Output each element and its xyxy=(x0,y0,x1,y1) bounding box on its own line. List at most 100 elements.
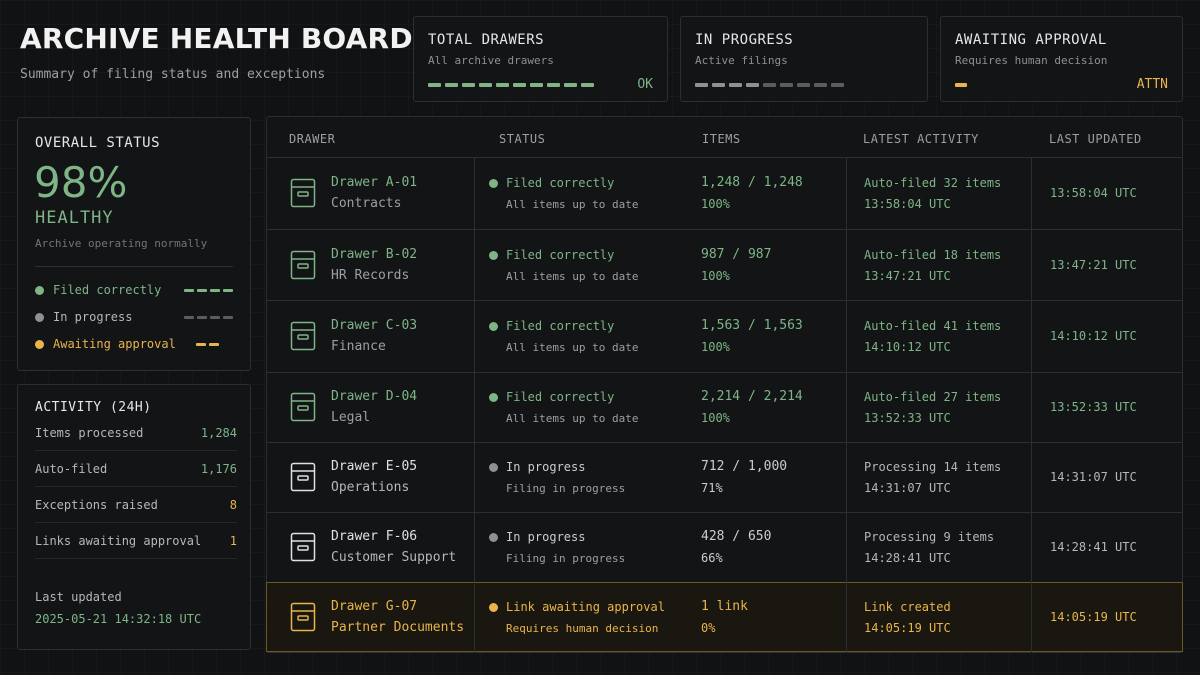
items-percent: 71% xyxy=(701,481,723,495)
drawer-department: Legal xyxy=(331,410,371,425)
activity-name: Auto-filed xyxy=(35,461,108,476)
status-sub: Filing in progress xyxy=(506,552,626,565)
divider xyxy=(35,266,233,267)
drawer-icon xyxy=(290,462,316,492)
legend-awaiting: Awaiting approval xyxy=(35,336,233,352)
items-count: 987 / 987 xyxy=(701,246,772,262)
drawer-department: HR Records xyxy=(331,267,410,283)
last-updated: 14:10:12 UTC xyxy=(1050,329,1137,343)
column-header-last-updated[interactable]: LAST UPDATED xyxy=(1049,132,1142,146)
kpi-label: IN PROGRESS xyxy=(695,32,794,48)
kpi-in-progress[interactable]: IN PROGRESS Active filings xyxy=(680,16,928,102)
drawer-icon xyxy=(290,321,316,351)
items-percent: 100% xyxy=(701,411,730,425)
status-sub: All items up to date xyxy=(506,412,639,425)
drawer-name[interactable]: Drawer A-01 xyxy=(331,175,418,190)
drawer-icon xyxy=(290,532,316,562)
status-dot-icon xyxy=(489,393,498,402)
drawer-name[interactable]: Drawer F-06 xyxy=(331,529,418,544)
table-row[interactable] xyxy=(266,300,1183,372)
drawer-department: Finance xyxy=(331,339,386,354)
status-label: Filed correctly xyxy=(506,390,615,404)
table-row[interactable] xyxy=(266,512,1183,582)
activity-name: Items processed xyxy=(35,425,144,440)
legend-label: In progress xyxy=(53,310,133,324)
status-label: Filed correctly xyxy=(506,247,615,262)
latest-activity: Processing 14 items xyxy=(864,460,1002,474)
status-sub: Filing in progress xyxy=(506,482,626,495)
items-count: 712 / 1,000 xyxy=(701,459,788,474)
legend-in-progress: In progress xyxy=(35,309,233,325)
drawer-icon xyxy=(290,178,316,208)
kpi-total-drawers[interactable]: TOTAL DRAWERS All archive drawers OK xyxy=(413,16,668,102)
items-percent: 0% xyxy=(701,621,716,635)
overall-percent: 98% xyxy=(34,158,128,207)
activity-value: 8 xyxy=(229,497,237,512)
status-dot-icon xyxy=(489,463,498,472)
items-percent: 100% xyxy=(701,340,730,354)
activity-panel: ACTIVITY (24H) Items processed 1,284 Aut… xyxy=(17,384,251,650)
last-updated: 13:52:33 UTC xyxy=(1050,400,1137,414)
status-dot-icon xyxy=(489,603,498,612)
column-divider xyxy=(474,157,475,653)
status-label: In progress xyxy=(506,460,586,474)
latest-activity-time: 13:47:21 UTC xyxy=(864,268,951,283)
drawer-department: Customer Support xyxy=(331,550,457,565)
activity-row: Auto-filed 1,176 xyxy=(35,451,237,487)
items-count: 1,248 / 1,248 xyxy=(701,175,803,190)
kpi-sub: All archive drawers xyxy=(428,54,554,67)
drawer-table xyxy=(266,116,1183,653)
column-header-status[interactable]: STATUS xyxy=(499,132,546,146)
drawer-name[interactable]: Drawer E-05 xyxy=(331,459,418,474)
status-sub: All items up to date xyxy=(506,341,639,354)
column-divider xyxy=(846,157,847,653)
table-row[interactable] xyxy=(266,229,1183,300)
kpi-progress-dashes xyxy=(955,83,967,87)
status-label: Filed correctly xyxy=(506,319,615,333)
table-row[interactable] xyxy=(266,157,1183,229)
latest-activity-time: 14:28:41 UTC xyxy=(864,551,951,565)
latest-activity: Auto-filed 18 items xyxy=(864,247,1002,262)
kpi-label: AWAITING APPROVAL xyxy=(955,32,1107,48)
activity-row: Items processed 1,284 xyxy=(35,415,237,451)
drawer-department: Contracts xyxy=(331,196,402,211)
overall-status-label: OVERALL STATUS xyxy=(35,135,161,151)
status-dot-icon xyxy=(35,312,44,322)
items-percent: 100% xyxy=(701,268,730,283)
legend-label: Awaiting approval xyxy=(53,337,176,351)
latest-activity-time: 13:58:04 UTC xyxy=(864,197,951,211)
drawer-name[interactable]: Drawer D-04 xyxy=(331,389,418,404)
items-percent: 100% xyxy=(701,197,730,211)
last-updated: 14:28:41 UTC xyxy=(1050,540,1137,554)
page-subtitle: Summary of filing status and exceptions xyxy=(20,67,326,82)
status-dot-icon xyxy=(35,285,44,295)
kpi-label: TOTAL DRAWERS xyxy=(428,32,545,48)
status-dot-icon xyxy=(489,250,498,260)
drawer-name[interactable]: Drawer G-07 xyxy=(331,599,418,614)
legend-label: Filed correctly xyxy=(53,283,162,297)
drawer-name[interactable]: Drawer B-02 xyxy=(331,246,418,262)
last-updated: 13:58:04 UTC xyxy=(1050,186,1137,200)
status-label: In progress xyxy=(506,530,586,544)
kpi-awaiting-approval[interactable]: AWAITING APPROVAL Requires human decisio… xyxy=(940,16,1183,102)
status-dot-icon xyxy=(489,533,498,542)
table-row[interactable] xyxy=(266,372,1183,442)
table-row[interactable] xyxy=(266,582,1183,652)
legend-dashes xyxy=(184,315,233,319)
items-count: 1,563 / 1,563 xyxy=(701,318,803,333)
column-header-latest-activity[interactable]: LATEST ACTIVITY xyxy=(863,132,979,146)
activity-row: Exceptions raised 8 xyxy=(35,487,237,523)
drawer-name[interactable]: Drawer C-03 xyxy=(331,318,418,333)
legend-dashes xyxy=(196,342,219,346)
latest-activity: Auto-filed 27 items xyxy=(864,390,1002,404)
overall-status-panel: OVERALL STATUS 98% HEALTHY Archive opera… xyxy=(17,117,251,371)
table-row[interactable] xyxy=(266,442,1183,512)
column-header-drawer[interactable]: DRAWER xyxy=(289,132,336,146)
column-header-items[interactable]: ITEMS xyxy=(702,132,741,146)
latest-activity: Auto-filed 32 items xyxy=(864,176,1002,190)
latest-activity-time: 14:31:07 UTC xyxy=(864,481,951,495)
drawer-icon xyxy=(290,602,316,632)
legend-dashes xyxy=(184,288,233,292)
activity-label: ACTIVITY (24H) xyxy=(35,400,152,415)
drawer-department: Operations xyxy=(331,480,410,495)
